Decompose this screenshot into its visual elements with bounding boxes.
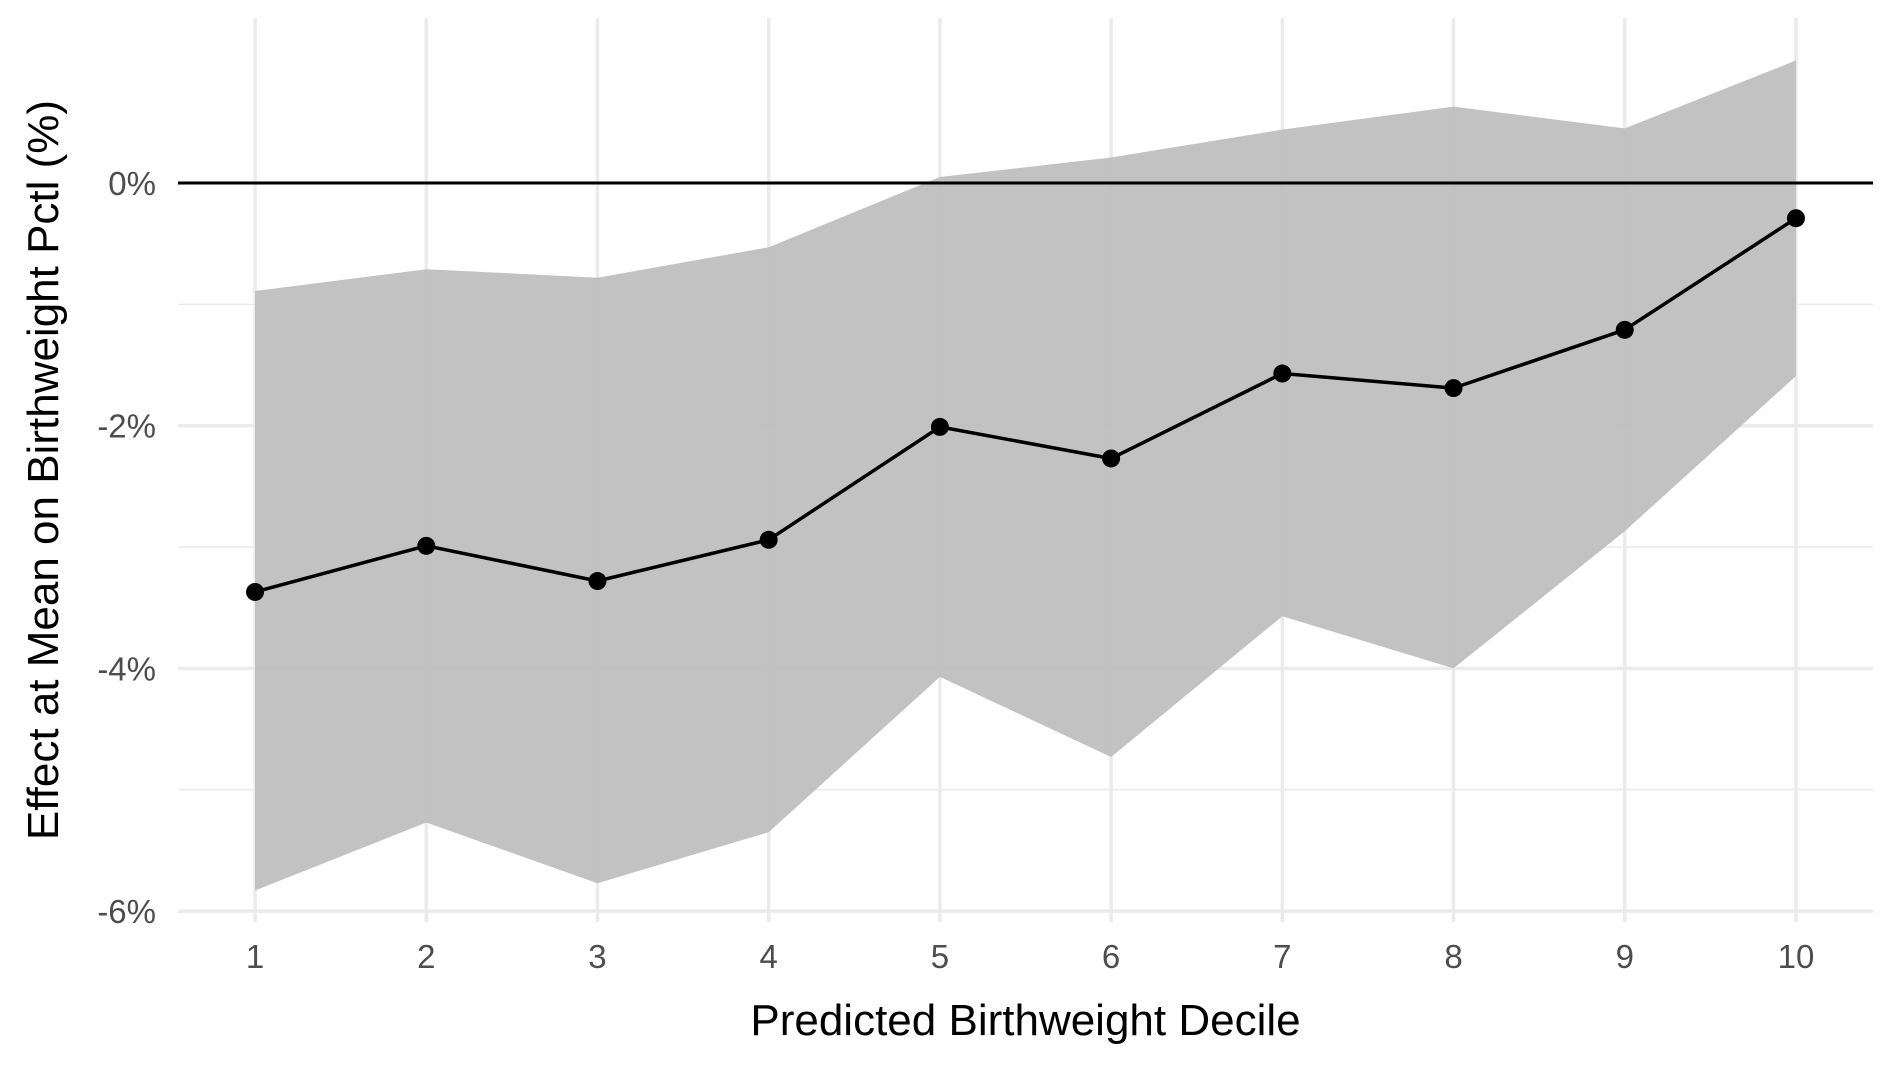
data-point	[1273, 364, 1292, 383]
x-tick-label: 3	[588, 938, 606, 975]
data-point	[588, 572, 607, 591]
y-tick-label: -2%	[97, 408, 156, 445]
y-tick-label: -6%	[97, 893, 156, 930]
confidence-band	[255, 60, 1796, 891]
y-tick-label: -4%	[97, 650, 156, 687]
y-tick-labels: 0% -2% -4% -6%	[97, 165, 156, 930]
x-tick-label: 1	[246, 938, 264, 975]
x-tick-label: 4	[760, 938, 778, 975]
data-point	[1444, 379, 1463, 398]
data-point	[1786, 209, 1805, 228]
data-point	[417, 536, 436, 555]
data-points	[246, 209, 1805, 601]
x-tick-label: 7	[1273, 938, 1291, 975]
x-tick-label: 10	[1778, 938, 1815, 975]
data-point	[1615, 320, 1634, 339]
y-tick-label: 0%	[108, 165, 156, 202]
x-tick-label: 6	[1102, 938, 1120, 975]
data-point	[759, 530, 778, 549]
x-tick-label: 8	[1444, 938, 1462, 975]
y-axis-title: Effect at Mean on Birthweight Pctl (%)	[19, 100, 68, 840]
x-tick-labels: 1 2 3 4 5 6 7 8 9 10	[246, 938, 1814, 975]
x-tick-label: 9	[1616, 938, 1634, 975]
x-tick-label: 5	[931, 938, 949, 975]
data-point	[246, 582, 265, 601]
data-point	[930, 417, 949, 436]
data-point	[1102, 449, 1121, 468]
series-line	[254, 216, 1797, 594]
x-axis-title: Predicted Birthweight Decile	[750, 996, 1300, 1045]
x-tick-label: 2	[417, 938, 435, 975]
